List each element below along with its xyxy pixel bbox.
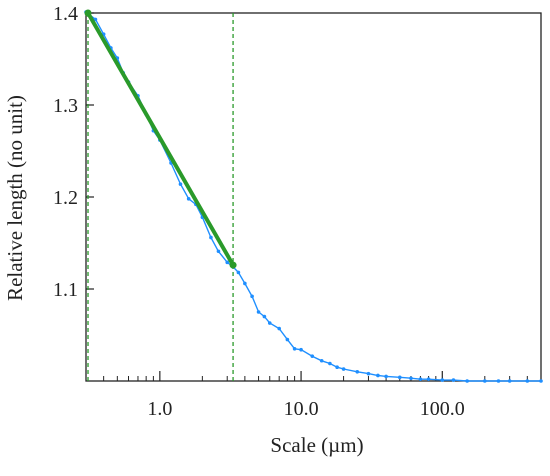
- y-tick-label: 1.4: [53, 3, 78, 25]
- data-point: [225, 260, 230, 265]
- data-point: [310, 354, 315, 358]
- data-point: [209, 235, 213, 240]
- data-point: [418, 377, 423, 381]
- data-point: [539, 379, 543, 383]
- data-point: [507, 379, 512, 383]
- data-point: [355, 370, 360, 374]
- plot-frame: [85, 12, 542, 382]
- y-axis-label: Relative length (no unit): [3, 95, 27, 301]
- data-point: [366, 371, 371, 376]
- fit-line: [86, 11, 236, 268]
- data-point: [319, 358, 324, 363]
- data-point: [335, 365, 339, 370]
- data-point: [262, 314, 267, 319]
- data-point: [465, 379, 469, 383]
- data-point: [178, 182, 183, 186]
- data-series-line: [85, 11, 541, 382]
- data-point: [250, 294, 254, 299]
- x-tick-label: 100.0: [420, 398, 465, 420]
- data-point: [93, 17, 98, 22]
- data-point: [243, 281, 247, 286]
- x-tick-label: 10.0: [284, 398, 319, 420]
- data-point: [299, 347, 303, 352]
- data-point: [267, 321, 272, 325]
- x-axis-label: Scale (µm): [270, 433, 363, 457]
- fit-endpoint: [229, 261, 237, 269]
- data-point: [451, 378, 456, 382]
- y-tick-label: 1.2: [53, 187, 78, 209]
- data-point: [285, 337, 290, 342]
- data-point: [397, 375, 402, 380]
- x-tick-label: 1.0: [147, 398, 172, 420]
- data-point: [216, 249, 221, 254]
- data-point: [292, 347, 297, 351]
- data-point: [525, 379, 530, 383]
- data-point: [426, 377, 431, 381]
- data-point: [376, 373, 380, 378]
- data-point: [483, 379, 487, 383]
- y-tick-label: 1.1: [53, 279, 78, 301]
- data-point: [496, 379, 501, 383]
- y-tick-label: 1.3: [53, 95, 78, 117]
- data-point: [186, 197, 191, 201]
- data-point: [256, 310, 261, 314]
- data-point: [384, 374, 388, 379]
- fit-endpoint: [84, 9, 92, 17]
- data-point: [277, 326, 281, 331]
- data-point: [409, 376, 413, 381]
- data-point: [328, 361, 332, 366]
- data-point: [341, 367, 346, 371]
- data-point: [236, 270, 241, 275]
- data-point: [440, 378, 445, 382]
